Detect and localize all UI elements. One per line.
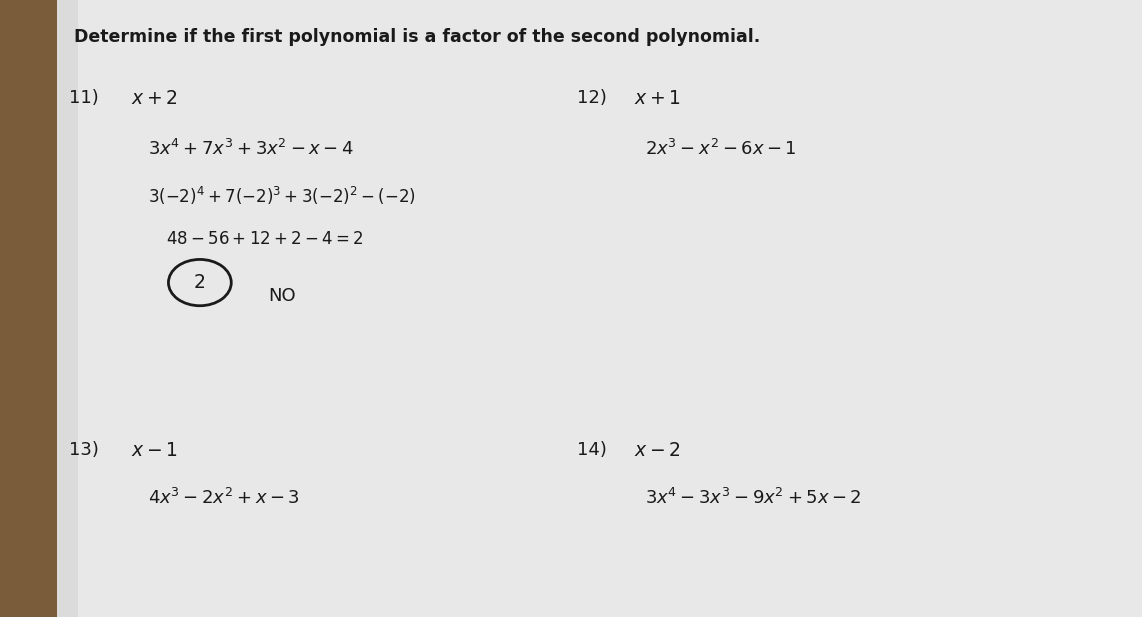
Text: Determine if the first polynomial is a factor of the second polynomial.: Determine if the first polynomial is a f…: [74, 28, 761, 46]
Text: 12): 12): [577, 89, 606, 107]
Text: $48 - 56 + 12 + 2 - 4 = 2$: $48 - 56 + 12 + 2 - 4 = 2$: [166, 230, 363, 248]
Text: 14): 14): [577, 441, 606, 459]
Text: $x + 2$: $x + 2$: [131, 89, 178, 109]
Text: 2: 2: [194, 273, 206, 292]
Text: $4x^3 - 2x^2 + x - 3$: $4x^3 - 2x^2 + x - 3$: [148, 487, 300, 508]
Text: $x - 1$: $x - 1$: [131, 441, 178, 460]
Text: NO: NO: [268, 287, 296, 305]
Text: $x - 2$: $x - 2$: [634, 441, 681, 460]
Text: $3x^4 + 7x^3 + 3x^2 - x - 4$: $3x^4 + 7x^3 + 3x^2 - x - 4$: [148, 139, 354, 159]
Text: $3x^4 - 3x^3 - 9x^2 + 5x - 2$: $3x^4 - 3x^3 - 9x^2 + 5x - 2$: [645, 487, 862, 508]
Text: $3(-2)^4 + 7(-2)^3 + 3(-2)^2 - (-2)$: $3(-2)^4 + 7(-2)^3 + 3(-2)^2 - (-2)$: [148, 185, 416, 207]
Text: $2x^3 - x^2 - 6x - 1$: $2x^3 - x^2 - 6x - 1$: [645, 139, 797, 159]
Text: $x + 1$: $x + 1$: [634, 89, 681, 109]
Text: 11): 11): [69, 89, 98, 107]
Bar: [0, 0, 57, 617]
Text: 13): 13): [69, 441, 98, 459]
Bar: [57, 0, 78, 617]
